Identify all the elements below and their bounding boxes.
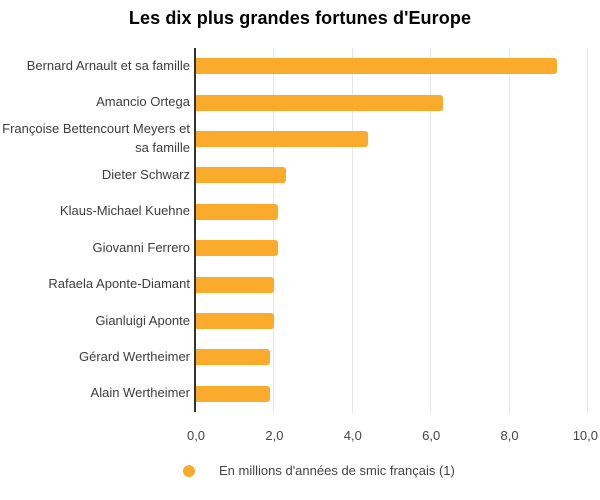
bar [196,58,557,75]
bar [196,385,271,402]
bar [196,240,279,257]
category-label: Alain Wertheimer [90,385,190,401]
category-label: Gérard Wertheimer [78,348,190,364]
gridline [273,48,275,413]
bar [196,131,369,147]
bar [196,276,275,293]
gridline [430,48,432,413]
bar [196,349,271,366]
category-label: Gianluigi Aponte [95,312,190,328]
category-label: Klaus-Michael Kuehne [59,203,190,219]
chart-title: Les dix plus grandes fortunes d'Europe [128,8,472,28]
category-label: Giovanni Ferrero [92,239,190,255]
bar [196,313,275,329]
gridline [587,48,588,413]
category-label: Dieter Schwarz [101,166,190,182]
category-label: Françoise Bettencourt Meyers et sa famil… [2,121,190,155]
category-label: Bernard Arnault et sa famille [26,57,190,73]
y-axis-line [194,48,196,412]
category-label: Amancio Ortega [96,94,190,110]
x-tick-label: 10,0 [572,428,598,443]
bar [196,94,443,111]
legend-marker-icon [183,464,195,477]
bar [196,167,287,184]
x-tick-label: 8,0 [500,428,519,443]
category-label: Rafaela Aponte-Diamant [48,276,190,292]
x-tick-label: 6,0 [422,428,441,443]
gridline [508,48,510,413]
bar [196,203,279,220]
x-tick-label: 4,0 [343,428,362,443]
legend: En millions d'années de smic français (1… [183,463,455,478]
x-tick-label: 2,0 [265,428,284,443]
legend-label: En millions d'années de smic français (1… [219,463,455,478]
x-tick-label: 0,0 [186,428,206,443]
gridline [351,48,353,413]
